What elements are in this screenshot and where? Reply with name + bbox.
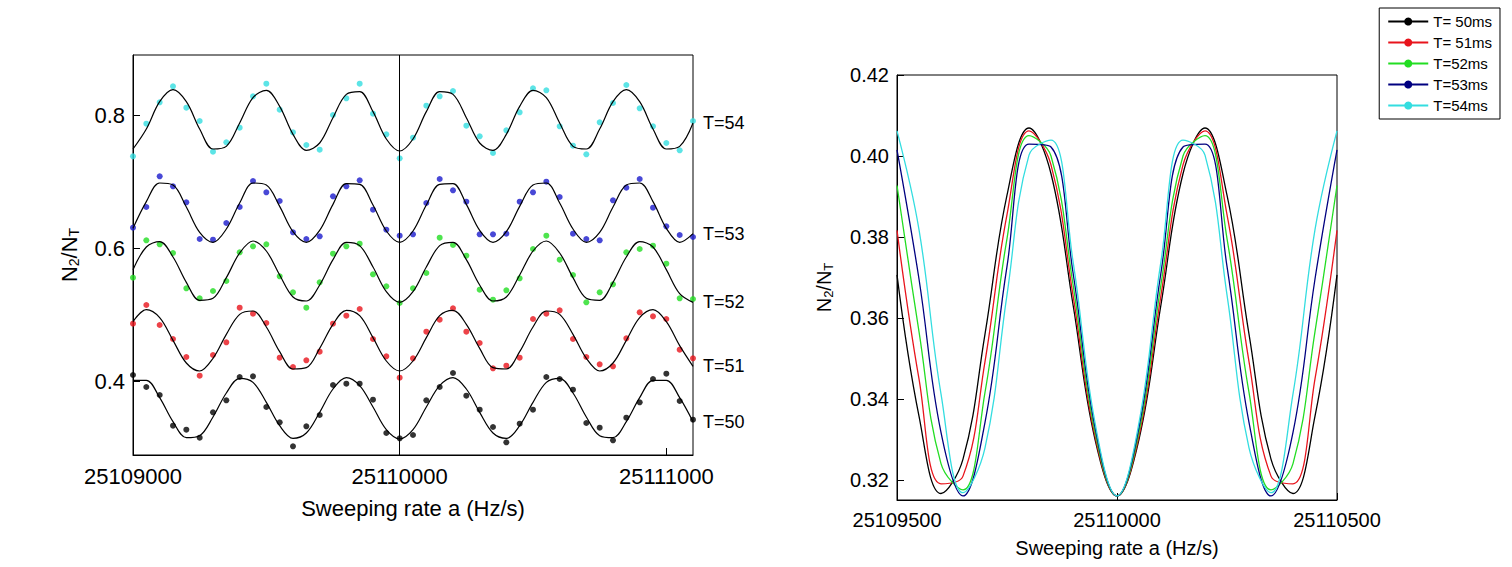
svg-text:T=52: T=52 [703,292,745,312]
svg-text:T: T [66,227,82,236]
svg-text:T=53ms: T=53ms [1433,76,1488,93]
svg-text:0.42: 0.42 [850,64,889,86]
svg-text:0.38: 0.38 [850,226,889,248]
svg-text:0.34: 0.34 [850,388,889,410]
svg-text:2: 2 [821,291,836,298]
svg-text:25111000: 25111000 [619,464,714,489]
svg-text:0.40: 0.40 [850,145,889,167]
svg-text:0.6: 0.6 [94,236,125,261]
svg-text:T: T [821,263,836,271]
svg-text:T= 51ms: T= 51ms [1433,34,1492,51]
svg-text:0.36: 0.36 [850,307,889,329]
svg-text:25109500: 25109500 [853,509,942,531]
svg-text:T=54: T=54 [703,113,745,133]
svg-text:Sweeping rate a (Hz/s): Sweeping rate a (Hz/s) [301,496,525,521]
svg-text:Sweeping rate a (Hz/s): Sweeping rate a (Hz/s) [1015,537,1218,559]
svg-text:25110000: 25110000 [1073,509,1161,531]
svg-text:25109000: 25109000 [84,464,182,489]
svg-text:0.32: 0.32 [850,469,889,491]
svg-text:T= 50ms: T= 50ms [1433,13,1492,30]
svg-text:N: N [813,298,835,312]
svg-text:0.4: 0.4 [94,369,125,394]
svg-text:T=51: T=51 [703,356,745,376]
svg-text:N: N [57,266,82,282]
svg-text:25110500: 25110500 [1293,509,1381,531]
svg-text:0.8: 0.8 [94,103,125,128]
svg-text:2: 2 [66,258,82,267]
svg-text:T=52ms: T=52ms [1433,55,1488,72]
svg-text:25110000: 25110000 [352,464,448,489]
svg-text:T=50: T=50 [703,412,745,432]
svg-text:T=53: T=53 [703,224,745,244]
svg-text:T=54ms: T=54ms [1433,97,1488,114]
svg-text:/N: /N [57,236,82,258]
svg-text:/N: /N [813,271,835,291]
